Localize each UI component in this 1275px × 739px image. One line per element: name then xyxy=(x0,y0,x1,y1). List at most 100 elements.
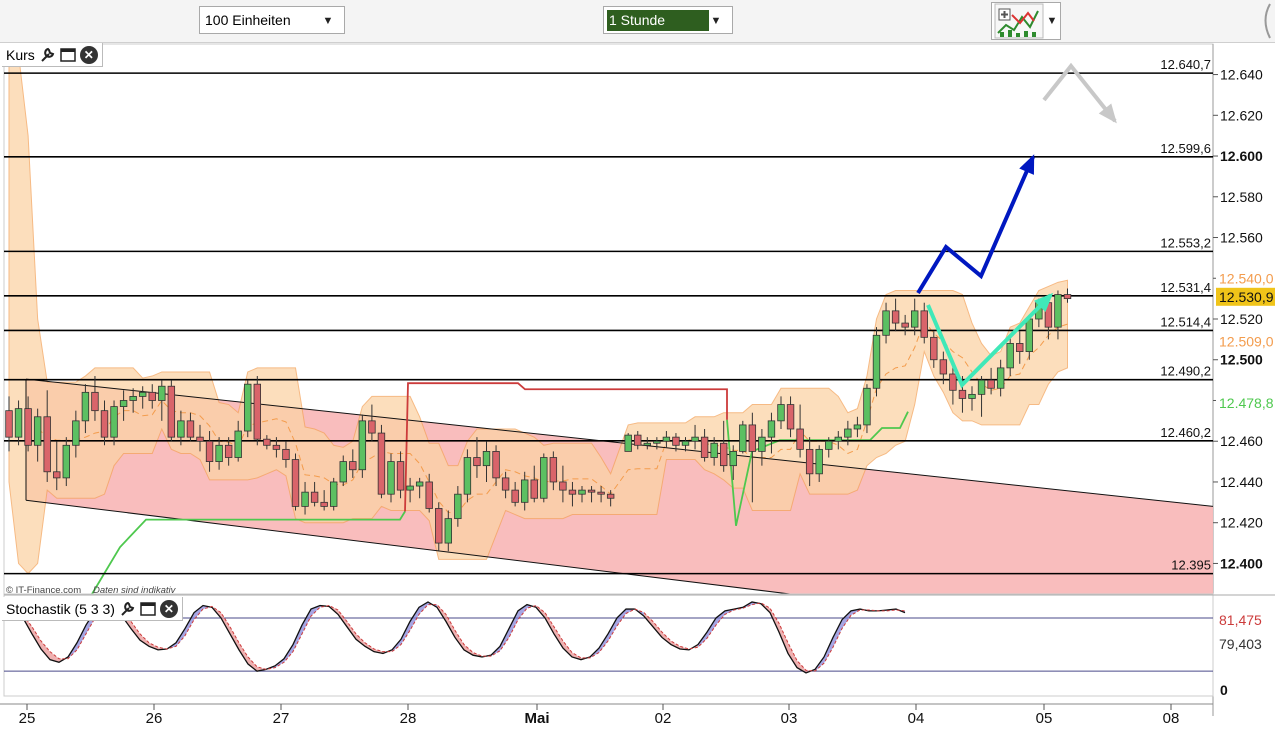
scrollbar[interactable] xyxy=(1255,0,1275,42)
candle-body xyxy=(244,383,252,432)
candle xyxy=(100,400,109,446)
candle-body xyxy=(196,436,204,442)
candle xyxy=(805,437,814,487)
candle-body xyxy=(996,367,1005,389)
candle-body xyxy=(825,440,833,450)
close-icon[interactable]: ✕ xyxy=(159,599,178,618)
candle-body xyxy=(320,501,328,507)
candle-body xyxy=(672,436,680,446)
candle-body xyxy=(444,518,452,544)
candle xyxy=(234,420,242,462)
stoch-fill xyxy=(563,641,572,657)
chevron-down-icon[interactable]: ▼ xyxy=(322,15,334,27)
candle xyxy=(454,486,462,527)
candle-body xyxy=(482,451,491,467)
candle xyxy=(815,445,823,482)
candle-body xyxy=(100,410,109,438)
stoch-fill xyxy=(293,625,302,652)
stoch-fill xyxy=(716,610,725,626)
level-label: 12.640,7 xyxy=(1160,57,1211,72)
candle xyxy=(349,449,357,478)
candle xyxy=(530,465,538,503)
candle-body xyxy=(177,420,185,438)
stoch-tick-label: 0 xyxy=(1220,682,1228,698)
candle-body xyxy=(1025,318,1033,352)
candle xyxy=(81,384,90,434)
stoch-fill xyxy=(671,641,680,649)
price-tick-label: 12.600 xyxy=(1220,148,1263,164)
level-label: 12.599,6 xyxy=(1160,141,1211,156)
candle xyxy=(587,486,596,503)
candle xyxy=(387,453,395,503)
candle xyxy=(167,380,176,442)
candle xyxy=(358,414,367,478)
close-icon[interactable]: ✕ xyxy=(79,45,98,64)
price-tick-label: 12.500 xyxy=(1220,352,1263,368)
stoch-badge-label: 79,403 xyxy=(1219,636,1262,652)
candle-body xyxy=(167,385,176,438)
trailing-line-left xyxy=(91,511,406,595)
candle xyxy=(681,437,690,452)
window-icon[interactable] xyxy=(59,46,77,64)
arrow-line xyxy=(926,293,1053,389)
interval-select-value: 1 Stunde xyxy=(607,10,709,31)
stoch-badge-bg xyxy=(1216,611,1275,629)
candle xyxy=(377,424,386,499)
units-select-value: 100 Einheiten xyxy=(205,12,291,28)
candle-body xyxy=(606,493,615,499)
candle xyxy=(138,386,147,409)
candle-body xyxy=(720,442,728,467)
price-badge-label: 12.540,0 xyxy=(1219,270,1274,286)
candle xyxy=(320,490,328,511)
candle-body xyxy=(681,440,690,446)
candle xyxy=(853,416,862,438)
candle-body xyxy=(786,404,795,430)
candle xyxy=(568,481,577,507)
candle-body xyxy=(110,406,118,438)
candle xyxy=(844,420,852,446)
stoch-fill xyxy=(311,605,320,617)
candle-body xyxy=(473,457,481,467)
chart-tools-button[interactable]: ▼ xyxy=(991,2,1061,40)
window-icon[interactable] xyxy=(139,600,157,618)
candle xyxy=(511,481,519,507)
stoch-fill xyxy=(185,612,194,636)
candle xyxy=(1016,331,1024,364)
candle-body xyxy=(891,310,900,324)
price-tick-label: 12.640 xyxy=(1220,67,1263,83)
candle xyxy=(540,453,548,503)
chevron-down-icon[interactable]: ▼ xyxy=(710,15,722,27)
candle-body xyxy=(578,489,586,495)
price-badge: 12.509,0 xyxy=(1216,332,1275,351)
stoch-fill xyxy=(239,642,248,665)
candle xyxy=(33,408,42,462)
candle xyxy=(634,431,642,450)
stoch-fill xyxy=(149,642,158,650)
candle xyxy=(691,424,699,450)
wrench-icon[interactable] xyxy=(118,600,136,618)
wrench-icon[interactable] xyxy=(38,46,56,64)
interval-select[interactable]: 1 Stunde ▼ xyxy=(603,6,733,34)
level-label: 12.514,4 xyxy=(1160,314,1211,329)
candle-body xyxy=(205,440,214,462)
stoch-fill xyxy=(779,623,788,654)
units-select[interactable]: 100 Einheiten ▼ xyxy=(199,6,345,34)
candle xyxy=(463,449,472,503)
stoch-fill xyxy=(842,610,851,629)
level-label: 12.460,2 xyxy=(1160,425,1211,440)
candle-body xyxy=(587,489,596,493)
candle-body xyxy=(291,459,300,507)
candle xyxy=(435,502,443,552)
candle-body xyxy=(758,436,766,452)
candle-body xyxy=(568,489,577,495)
candle xyxy=(110,400,118,446)
candle-body xyxy=(767,420,776,438)
candle-body xyxy=(463,457,472,495)
candle-body xyxy=(224,444,233,458)
candle xyxy=(215,437,223,470)
stoch-fill xyxy=(221,612,230,634)
chevron-down-icon[interactable]: ▼ xyxy=(1046,15,1058,27)
stoch-fill xyxy=(77,625,86,650)
stoch-fill xyxy=(617,609,626,626)
arrow-head xyxy=(1019,154,1035,175)
